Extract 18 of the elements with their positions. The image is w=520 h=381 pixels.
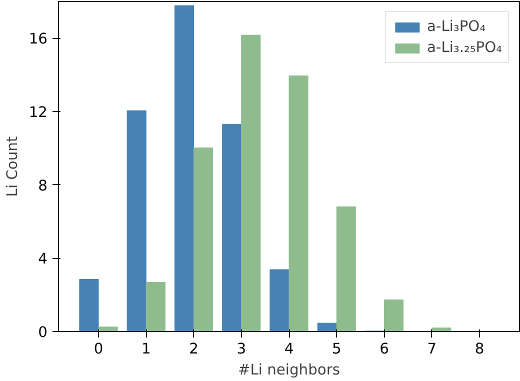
x-tick-label: 1 xyxy=(141,340,151,358)
y-tick-label: 0 xyxy=(38,324,48,341)
y-tick-label: 12 xyxy=(28,104,48,121)
x-axis-title: #Li neighbors xyxy=(238,362,340,378)
x-tick-label: 8 xyxy=(474,340,484,358)
y-tick-label: 8 xyxy=(38,177,48,194)
y-tick-label: 4 xyxy=(38,250,48,268)
y-tick-label: 16 xyxy=(28,30,48,48)
x-tick-label: 7 xyxy=(427,340,437,358)
y-axis-title: Li Count xyxy=(4,136,21,197)
x-tick-label: 4 xyxy=(284,340,294,358)
x-tick-label: 3 xyxy=(236,340,246,358)
legend-label: a-Li₃PO₄ xyxy=(426,18,486,35)
x-tick-label: 2 xyxy=(189,340,198,358)
x-tick-label: 5 xyxy=(332,340,342,358)
x-tick-label: 6 xyxy=(380,340,389,358)
x-tick-label: 0 xyxy=(94,340,104,358)
legend-label: a-Li₃.₂₅PO₄ xyxy=(426,39,502,56)
